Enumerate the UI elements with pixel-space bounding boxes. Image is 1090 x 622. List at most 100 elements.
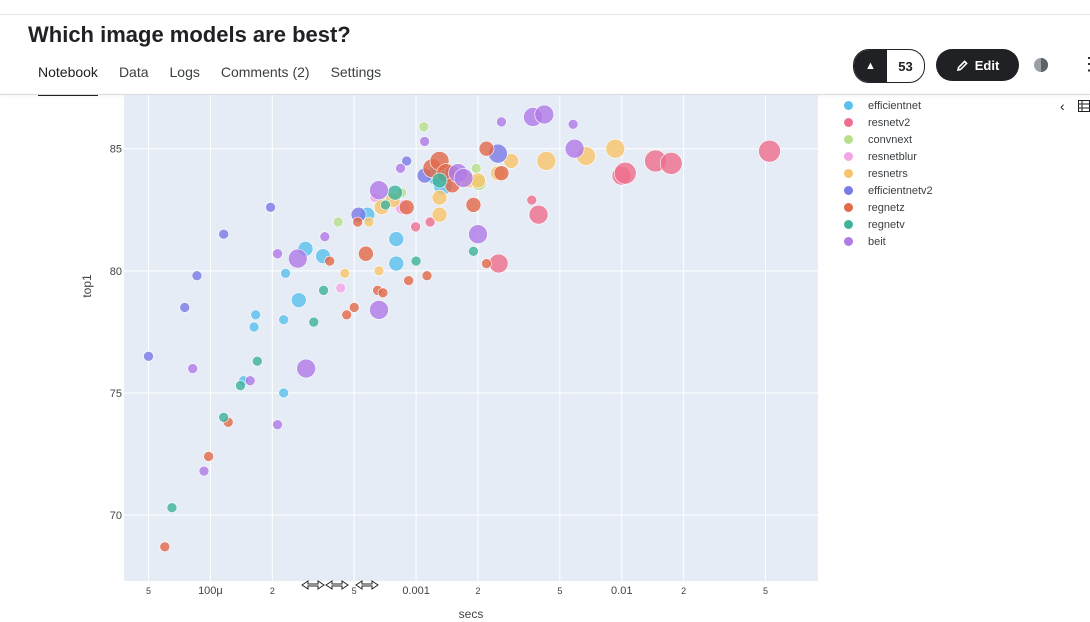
vote-count: 53 — [898, 58, 913, 74]
table-icon[interactable] — [1078, 100, 1090, 112]
data-point-regnetv — [166, 502, 178, 514]
legend-item-regnetz[interactable]: regnetz — [844, 199, 933, 216]
data-point-regnetz — [377, 287, 389, 299]
data-point-beit — [567, 119, 579, 130]
legend-marker — [844, 220, 853, 229]
data-point-regnetz — [159, 541, 171, 553]
legend-marker — [844, 169, 853, 178]
legend-label: resnetblur — [868, 150, 917, 163]
data-point-resnetv2 — [410, 221, 421, 233]
data-point-regnetz — [341, 309, 353, 321]
tab-logs[interactable]: Logs — [169, 64, 200, 80]
legend-label: efficientnetv2 — [868, 184, 933, 197]
legend-item-beit[interactable]: beit — [844, 233, 933, 250]
upvote-control: ▲ 53 — [853, 49, 925, 83]
x-tick-label: 5 — [146, 586, 151, 596]
x-tick-label: 2 — [475, 586, 480, 596]
grid — [124, 95, 818, 581]
data-point-resnetrs — [339, 267, 351, 279]
data-point-resnetv2 — [613, 161, 637, 185]
data-point-regnetz — [352, 216, 363, 228]
y-tick-label: 80 — [110, 266, 122, 278]
x-tick-label: 2 — [681, 586, 686, 596]
header-divider — [0, 94, 1090, 95]
data-point-regnetv — [218, 412, 229, 423]
data-point-efficientnet — [280, 267, 291, 279]
data-point-beit — [369, 300, 389, 320]
data-point-resnetrs — [373, 265, 385, 277]
edit-button[interactable]: Edit — [936, 49, 1019, 81]
data-point-beit — [272, 419, 283, 430]
data-point-efficientnet — [248, 321, 260, 333]
legend-item-resnetblur[interactable]: resnetblur — [844, 148, 933, 165]
legend-item-efficientnetv2[interactable]: efficientnetv2 — [844, 182, 933, 199]
legend-marker — [844, 186, 853, 195]
chevron-left-icon[interactable]: ‹ — [1060, 98, 1065, 114]
data-point-regnetv — [387, 184, 403, 201]
tab-comments[interactable]: Comments (2) — [220, 64, 310, 80]
data-point-beit — [272, 248, 283, 260]
data-point-convnext — [418, 121, 430, 133]
legend-label: beit — [868, 235, 886, 248]
page-title: Which image models are best? — [28, 22, 351, 47]
data-point-efficientnetv2 — [191, 270, 203, 282]
legend-marker — [844, 237, 853, 246]
data-point-regnetv — [235, 380, 246, 391]
data-point-convnext — [332, 216, 344, 228]
legend-label: convnext — [868, 133, 913, 146]
legend-item-regnetv[interactable]: regnetv — [844, 216, 933, 233]
data-point-efficientnetv2 — [265, 202, 276, 213]
tab-settings[interactable]: Settings — [330, 64, 382, 80]
x-tick-label: 5 — [352, 586, 357, 596]
x-tick-label: 5 — [557, 586, 562, 596]
data-point-efficientnetv2 — [143, 351, 154, 362]
upvote-button[interactable]: ▲ — [854, 50, 887, 82]
legend-marker — [844, 152, 853, 161]
data-point-beit — [468, 224, 488, 245]
tab-notebook[interactable]: Notebook — [38, 62, 98, 96]
legend-item-efficientnet[interactable]: efficientnet — [844, 97, 933, 114]
data-point-regnetv — [468, 246, 479, 257]
data-point-resnetrs — [431, 189, 448, 206]
zoom-cursor-icon — [301, 580, 379, 590]
data-point-resnetrs — [605, 138, 626, 159]
pencil-icon — [956, 59, 968, 71]
legend-marker — [844, 101, 853, 110]
data-point-regnetv — [251, 355, 263, 367]
data-point-regnetz — [348, 302, 360, 313]
legend: efficientnet resnetv2 convnext resnetblur re… — [844, 97, 933, 250]
legend-item-resnetrs[interactable]: resnetrs — [844, 165, 933, 182]
x-axis-label: secs — [459, 607, 484, 621]
data-point-regnetv — [380, 199, 391, 211]
data-point-resnetrs — [363, 216, 375, 228]
data-point-regnetz — [481, 258, 492, 269]
data-point-efficientnetv2 — [179, 302, 191, 313]
legend-label: regnetv — [868, 218, 905, 231]
data-point-efficientnetv2 — [218, 228, 229, 240]
legend-label: resnetrs — [868, 167, 908, 180]
x-tick-label: 2 — [270, 586, 275, 596]
legend-item-resnetv2[interactable]: resnetv2 — [844, 114, 933, 131]
data-point-beit — [198, 465, 210, 477]
more-vert-icon[interactable]: ⋮ — [1080, 54, 1090, 74]
data-point-resnetv2 — [528, 204, 549, 225]
data-point-resnetblur — [335, 282, 347, 294]
data-point-regnetz — [403, 275, 414, 286]
y-ticks: 70 75 80 85 — [110, 144, 122, 522]
data-point-efficientnet — [250, 309, 261, 321]
legend-marker — [844, 135, 853, 144]
top-divider — [0, 14, 1090, 15]
data-point-efficientnet — [291, 292, 307, 308]
data-point-beit — [319, 231, 331, 242]
tab-data[interactable]: Data — [118, 64, 149, 80]
x-tick-label: 0.001 — [402, 585, 430, 597]
x-tick-label: 100μ — [198, 585, 223, 597]
x-tick-label: 0.01 — [611, 585, 632, 597]
theme-toggle-icon[interactable] — [1032, 56, 1050, 74]
data-point-beit — [496, 116, 507, 128]
legend-item-convnext[interactable]: convnext — [844, 131, 933, 148]
data-point-beit — [534, 104, 555, 125]
data-point-regnetz — [398, 199, 415, 216]
legend-label: efficientnet — [868, 99, 922, 112]
data-point-beit — [244, 375, 256, 387]
